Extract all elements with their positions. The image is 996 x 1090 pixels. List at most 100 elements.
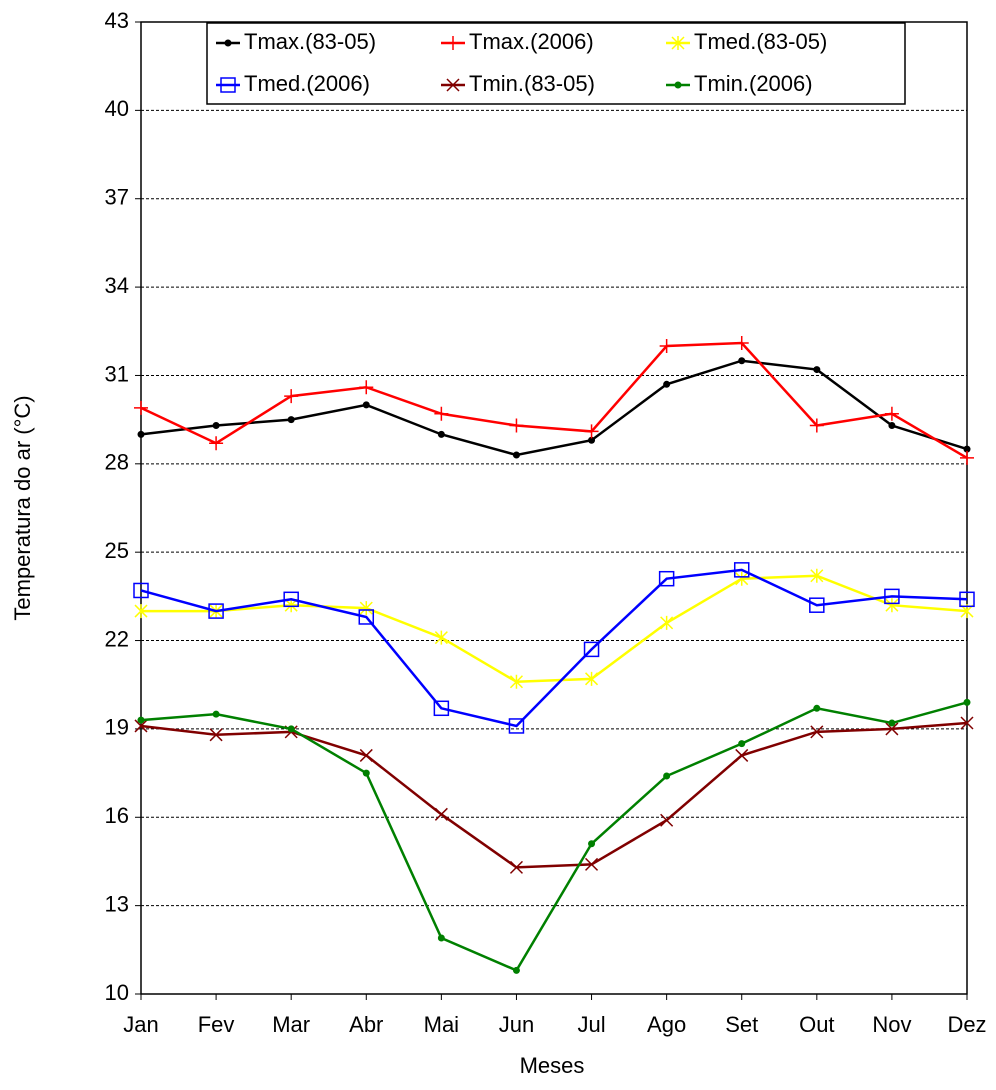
marker <box>137 430 145 438</box>
legend-label: Tmin.(83-05) <box>469 71 595 96</box>
marker <box>446 36 460 50</box>
marker <box>588 840 596 848</box>
marker <box>283 591 299 608</box>
marker <box>963 698 971 706</box>
marker <box>888 719 896 727</box>
marker <box>133 582 149 599</box>
marker <box>959 591 975 608</box>
marker <box>584 424 599 439</box>
marker <box>434 807 448 821</box>
series-line <box>140 359 968 457</box>
marker <box>660 615 674 630</box>
marker <box>134 604 148 619</box>
marker <box>674 81 682 89</box>
y-tick-label: 19 <box>105 715 129 740</box>
marker <box>509 418 524 433</box>
marker <box>963 445 971 453</box>
marker <box>359 748 373 762</box>
marker <box>446 78 460 92</box>
marker <box>209 436 224 451</box>
marker <box>359 601 373 616</box>
y-tick-label: 16 <box>105 803 129 828</box>
marker <box>437 934 445 942</box>
x-tick-label: Ago <box>647 1012 686 1037</box>
marker <box>284 389 299 404</box>
marker <box>813 366 821 374</box>
x-tick-label: Out <box>799 1012 834 1037</box>
series-line <box>140 341 968 460</box>
marker <box>888 422 896 430</box>
y-tick-label: 31 <box>105 361 129 386</box>
x-tick-label: Dez <box>947 1012 986 1037</box>
marker <box>134 400 148 415</box>
marker <box>212 422 220 430</box>
y-tick-label: 43 <box>105 8 129 33</box>
marker <box>663 772 671 780</box>
marker <box>885 598 899 613</box>
series-line <box>140 701 968 973</box>
marker <box>663 380 671 388</box>
legend-label: Tmed.(83-05) <box>694 29 827 54</box>
marker <box>738 740 746 748</box>
marker <box>358 609 375 625</box>
marker <box>585 857 599 871</box>
legend-label: Tmax.(2006) <box>469 29 594 54</box>
marker <box>512 451 520 459</box>
marker <box>659 339 674 353</box>
marker <box>813 704 821 712</box>
plot-frame <box>140 21 968 995</box>
marker <box>434 630 448 645</box>
series-line <box>140 721 968 869</box>
y-tick-label: 28 <box>105 450 129 475</box>
marker <box>810 568 824 583</box>
marker <box>287 416 295 424</box>
marker <box>809 597 825 613</box>
marker <box>512 966 520 974</box>
marker <box>735 748 749 762</box>
x-tick-label: Abr <box>349 1012 383 1037</box>
marker <box>433 700 450 717</box>
x-tick-label: Nov <box>872 1012 911 1037</box>
x-tick-label: Set <box>725 1012 758 1037</box>
marker <box>509 860 523 874</box>
marker <box>960 716 974 730</box>
marker <box>733 562 750 578</box>
y-tick-label: 22 <box>105 626 129 651</box>
marker <box>220 77 236 93</box>
x-tick-label: Fev <box>198 1012 235 1037</box>
y-tick-label: 10 <box>105 980 129 1005</box>
marker <box>585 671 599 686</box>
marker <box>885 722 899 736</box>
marker <box>508 718 525 734</box>
y-tick-label: 37 <box>105 185 129 210</box>
marker <box>658 570 675 587</box>
legend-box <box>206 22 906 105</box>
marker <box>660 813 674 827</box>
marker <box>359 380 374 395</box>
marker <box>212 710 220 718</box>
y-tick-label: 13 <box>105 891 129 916</box>
marker <box>362 401 370 409</box>
x-axis-title: Meses <box>520 1053 585 1078</box>
marker <box>588 436 596 444</box>
marker <box>810 725 824 739</box>
marker <box>583 641 600 658</box>
marker <box>809 418 824 433</box>
x-tick-label: Jul <box>577 1012 605 1037</box>
y-tick-label: 25 <box>105 538 129 563</box>
marker <box>137 716 145 724</box>
marker <box>134 719 148 733</box>
y-axis-title: Temperatura do ar (°C) <box>10 395 35 620</box>
series-line <box>141 574 968 684</box>
series-line <box>140 568 968 728</box>
x-tick-label: Mai <box>424 1012 459 1037</box>
marker <box>362 769 370 777</box>
y-tick-label: 34 <box>105 273 129 298</box>
marker <box>287 725 295 733</box>
x-tick-label: Mar <box>272 1012 310 1037</box>
marker <box>209 728 223 742</box>
x-tick-label: Jun <box>499 1012 534 1037</box>
marker <box>735 571 749 586</box>
